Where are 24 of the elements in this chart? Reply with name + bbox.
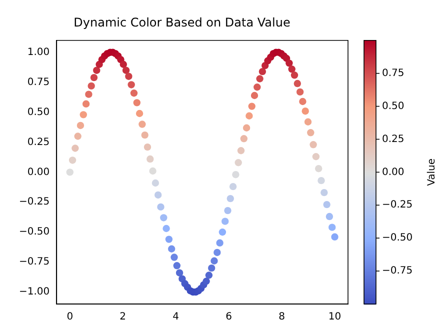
y-tick-label: 0.00 [27,166,50,178]
chart-title: Dynamic Color Based on Data Value [74,15,290,30]
color-bar-label: 0.75 [382,68,404,79]
color-bar-label: 0.25 [382,134,404,145]
color-bar-label: 0.00 [382,166,404,178]
y-tick-label: 0.75 [27,76,50,88]
x-tick-label: 2 [120,312,126,323]
y-tick-label: 0.25 [27,136,50,148]
x-tick-label: 8 [278,312,285,323]
y-tick-label: −0.75 [18,256,50,268]
y-tick-label: 0.50 [27,106,50,118]
color-bar-label: −0.75 [382,266,413,277]
y-tick-label: 1.00 [27,46,50,58]
color-bar-label: 0.50 [382,100,404,112]
color-bar-title: Value [426,158,438,186]
y-tick-label: −0.50 [18,226,50,238]
x-tick-label: 10 [328,312,342,323]
x-tick-label: 4 [172,312,180,323]
y-tick-label: −0.25 [18,196,50,208]
x-tick-label: 6 [226,312,232,323]
x-tick-label: 0 [66,312,74,323]
y-tick-label: −1.00 [18,286,50,298]
color-bar-label: −0.25 [382,200,413,211]
color-bar-label: −0.50 [382,232,413,244]
